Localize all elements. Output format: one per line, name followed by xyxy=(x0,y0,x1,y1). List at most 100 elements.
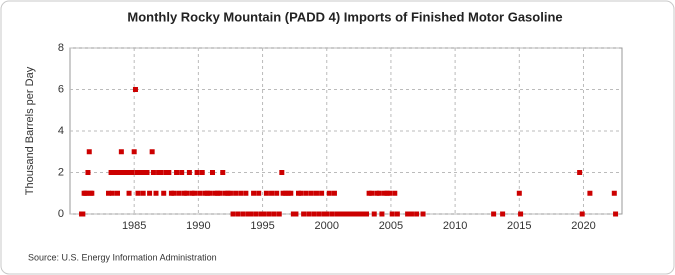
point xyxy=(80,211,86,217)
point xyxy=(225,190,231,196)
point xyxy=(233,190,239,196)
point xyxy=(408,211,414,217)
point xyxy=(150,170,156,175)
point xyxy=(215,190,221,196)
point xyxy=(279,170,285,175)
point xyxy=(613,211,619,217)
point xyxy=(293,211,299,217)
point xyxy=(112,170,118,175)
point xyxy=(288,190,294,196)
point xyxy=(199,170,205,175)
point xyxy=(331,190,337,196)
point xyxy=(319,190,325,196)
point xyxy=(269,190,275,196)
point xyxy=(202,190,208,196)
point xyxy=(253,211,259,217)
point xyxy=(301,211,307,217)
point xyxy=(194,170,200,175)
x-tick-label: 1985 xyxy=(122,220,146,232)
x-tick-label: 2005 xyxy=(379,220,403,232)
point xyxy=(230,211,236,217)
point xyxy=(313,190,319,196)
point xyxy=(135,190,141,196)
x-tick-label: 2015 xyxy=(507,220,531,232)
point xyxy=(116,170,122,175)
point xyxy=(204,190,210,196)
x-tick-label: 2020 xyxy=(571,220,595,232)
point xyxy=(118,149,124,155)
point xyxy=(85,170,91,175)
point xyxy=(366,190,372,196)
point xyxy=(290,211,296,217)
point xyxy=(263,190,269,196)
point xyxy=(134,170,140,175)
point xyxy=(258,211,264,217)
point xyxy=(217,190,223,196)
point xyxy=(611,190,617,196)
point xyxy=(296,190,302,196)
point xyxy=(243,190,249,196)
point xyxy=(379,211,385,217)
point xyxy=(163,170,169,175)
y-tick-label: 8 xyxy=(58,42,64,54)
point xyxy=(387,190,393,196)
x-tick-label: 1995 xyxy=(250,220,274,232)
point xyxy=(86,149,92,155)
point xyxy=(235,211,241,217)
point xyxy=(274,190,280,196)
point xyxy=(248,211,254,217)
point xyxy=(587,190,593,196)
point xyxy=(256,190,262,196)
point xyxy=(192,190,198,196)
point xyxy=(394,211,400,217)
point xyxy=(579,211,585,217)
point xyxy=(158,170,164,175)
point xyxy=(109,190,115,196)
source: Source: U.S. Energy Information Administ… xyxy=(28,252,217,262)
point xyxy=(168,190,174,196)
point xyxy=(129,170,135,175)
point xyxy=(340,211,346,217)
point xyxy=(141,170,147,175)
point xyxy=(360,211,366,217)
point xyxy=(140,190,146,196)
point xyxy=(108,170,114,175)
point xyxy=(321,211,327,217)
point xyxy=(125,170,131,175)
point xyxy=(220,170,226,175)
point xyxy=(122,170,128,175)
point xyxy=(186,170,192,175)
point xyxy=(316,211,322,217)
point xyxy=(261,211,267,217)
point xyxy=(114,190,120,196)
point xyxy=(238,190,244,196)
point xyxy=(329,211,335,217)
point xyxy=(106,190,112,196)
point xyxy=(577,170,583,175)
point xyxy=(303,190,309,196)
point xyxy=(306,211,312,217)
point xyxy=(389,211,395,217)
point xyxy=(276,211,282,217)
point xyxy=(392,190,398,196)
point xyxy=(89,190,95,196)
point xyxy=(311,211,317,217)
point xyxy=(222,190,228,196)
x-tick-label: 2000 xyxy=(315,220,339,232)
point xyxy=(240,211,246,217)
y-tick-label: 4 xyxy=(58,125,64,137)
point xyxy=(352,211,358,217)
point xyxy=(356,211,362,217)
point xyxy=(166,170,172,175)
y-tick-label: 6 xyxy=(58,83,64,95)
y-tick-label: 2 xyxy=(58,166,64,178)
x-tick-label: 1990 xyxy=(186,220,210,232)
point xyxy=(147,190,153,196)
point xyxy=(348,211,354,217)
point xyxy=(326,190,332,196)
point xyxy=(364,211,370,217)
y-axis-label: Thousand Barrels per Day xyxy=(24,66,36,195)
point xyxy=(405,211,411,217)
point xyxy=(324,211,330,217)
point xyxy=(184,190,190,196)
